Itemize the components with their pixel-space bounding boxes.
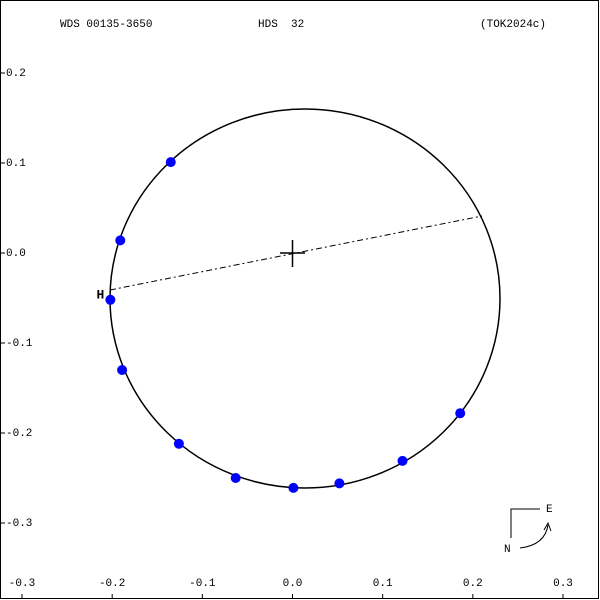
observation [165,157,176,168]
compass-arrow [519,524,549,549]
observation [288,482,299,493]
y-tick-label: -0.1 [6,338,33,350]
x-tick-label: 0.2 [463,578,483,590]
x-tick-label: -0.2 [99,578,125,590]
x-tick-label: -0.3 [9,578,35,590]
observation [117,365,128,375]
y-tick-label: -0.3 [6,518,32,530]
y-tick-label: 0.2 [6,68,26,80]
observation [173,438,184,449]
first-observation: H [97,288,105,303]
header-left: WDS 00135-3650 [60,19,152,31]
observation [105,294,116,305]
compass-arrow [543,521,552,532]
x-tick-label: -0.1 [189,578,216,590]
x-tick-label: 0.1 [373,578,393,590]
compass [510,508,540,538]
observation [230,473,241,483]
compass-east: E [546,504,553,516]
observation [334,478,345,489]
y-tick-label: -0.2 [6,428,32,440]
header-center: HDS 32 [258,19,304,31]
compass-north: N [504,544,511,556]
x-tick-label: 0.0 [283,578,303,590]
x-tick-label: 0.3 [553,578,573,590]
observation [455,408,466,419]
y-tick-label: 0.1 [6,158,26,170]
observation [115,235,126,246]
header-right: (TOK2024c) [480,19,546,31]
observation [397,455,408,466]
y-tick-label: 0.0 [6,248,26,260]
